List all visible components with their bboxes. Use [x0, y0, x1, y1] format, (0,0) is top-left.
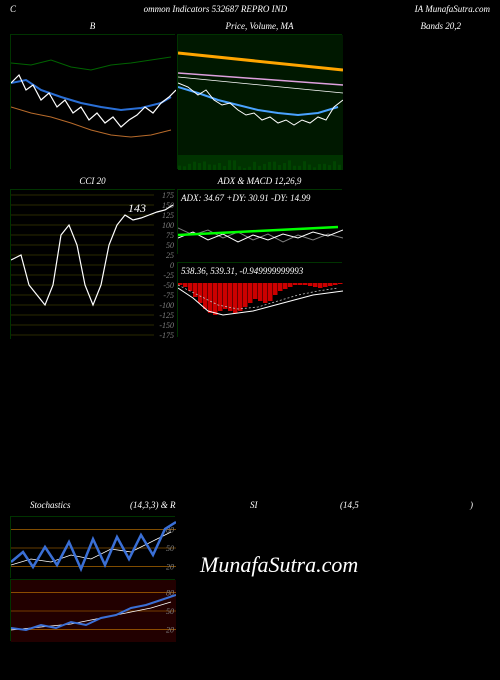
svg-text:-150: -150: [159, 321, 174, 330]
bollinger-title: B: [90, 21, 96, 31]
stoch-slow-chart: 205080: [10, 579, 175, 641]
price-ma-chart: Price, Volume, MA Bands 20,2: [177, 34, 342, 169]
svg-text:75: 75: [166, 231, 174, 240]
cci-svg: 1751501251007550250-25-50-75-100-125-150…: [11, 190, 176, 340]
svg-text:ADX: 34.67 +DY: 30.91 -DY: 14.: ADX: 34.67 +DY: 30.91 -DY: 14.99: [180, 193, 311, 203]
svg-text:-75: -75: [163, 291, 174, 300]
svg-text:20: 20: [166, 626, 174, 635]
svg-text:-175: -175: [159, 331, 174, 340]
page-root: C ommon Indicators 532687 REPRO IND IA M…: [0, 0, 500, 680]
svg-text:143: 143: [128, 201, 146, 215]
svg-text:175: 175: [162, 191, 174, 200]
stoch-label-close: ): [470, 500, 473, 510]
svg-text:50: 50: [166, 544, 174, 553]
stoch-label-si: SI: [250, 500, 258, 510]
header-center: ommon Indicators 532687 REPRO IND: [144, 4, 288, 14]
header-left: C: [10, 4, 16, 14]
stoch-column: 205080 205080: [10, 516, 175, 641]
stoch-fast-svg: 205080: [11, 517, 176, 579]
page-header: C ommon Indicators 532687 REPRO IND IA M…: [0, 0, 500, 16]
stoch-slow-svg: 205080: [11, 580, 176, 642]
svg-text:-25: -25: [163, 271, 174, 280]
svg-text:-125: -125: [159, 311, 174, 320]
bands-title: Bands 20,2: [421, 21, 462, 31]
svg-text:0: 0: [170, 261, 174, 270]
svg-text:-50: -50: [163, 281, 174, 290]
svg-text:20: 20: [166, 563, 174, 572]
svg-text:125: 125: [162, 211, 174, 220]
price-ma-title: Price, Volume, MA: [226, 21, 294, 31]
cci-chart: CCI 20 1751501251007550250-25-50-75-100-…: [10, 189, 175, 339]
macd-svg: 538.36, 539.31, -0.949999999993: [178, 263, 343, 338]
adx-macd-column: ADX & MACD 12,26,9 ADX: 34.67 +DY: 30.91…: [177, 189, 342, 339]
svg-text:538.36, 539.31, -0.949999999: 538.36, 539.31, -0.949999999993: [181, 266, 304, 276]
adx-svg: ADX: 34.67 +DY: 30.91 -DY: 14.99: [178, 190, 343, 255]
stoch-label-right: (14,5: [340, 500, 359, 510]
bollinger-svg: [11, 35, 176, 170]
svg-text:-100: -100: [159, 301, 174, 310]
adx-title: ADX & MACD 12,26,9: [218, 176, 302, 186]
header-right: IA MunafaSutra.com: [415, 4, 490, 14]
svg-text:25: 25: [166, 251, 174, 260]
macd-chart: 538.36, 539.31, -0.949999999993: [177, 262, 342, 337]
stoch-label-mid: (14,3,3) & R: [130, 500, 176, 510]
stoch-fast-chart: 205080: [10, 516, 175, 578]
svg-text:50: 50: [166, 607, 174, 616]
watermark-text: MunafaSutra.com: [200, 552, 358, 578]
bollinger-chart: B: [10, 34, 175, 169]
chart-row-2: CCI 20 1751501251007550250-25-50-75-100-…: [0, 189, 500, 339]
chart-row-1: B Price, Volume, MA Bands 20,2: [0, 34, 500, 169]
svg-text:50: 50: [166, 241, 174, 250]
stoch-label-left: Stochastics: [30, 500, 71, 510]
svg-text:100: 100: [162, 221, 174, 230]
price-ma-svg: [178, 35, 343, 170]
adx-chart: ADX & MACD 12,26,9 ADX: 34.67 +DY: 30.91…: [177, 189, 342, 254]
cci-title: CCI 20: [79, 176, 105, 186]
